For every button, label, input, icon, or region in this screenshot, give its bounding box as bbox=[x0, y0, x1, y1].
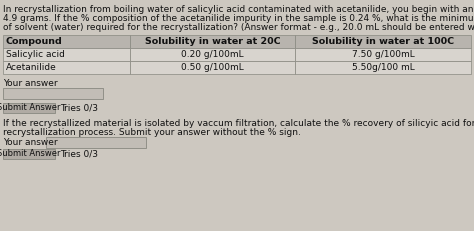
Bar bbox=[3, 88, 103, 99]
Text: Salicylic acid: Salicylic acid bbox=[6, 50, 65, 59]
Bar bbox=[3, 103, 55, 113]
Bar bbox=[295, 61, 471, 74]
Text: 0.50 g/100mL: 0.50 g/100mL bbox=[181, 63, 244, 72]
Text: Tries 0/3: Tries 0/3 bbox=[60, 149, 98, 158]
Text: 4.9 grams. If the % composition of the acetanilide impurity in the sample is 0.2: 4.9 grams. If the % composition of the a… bbox=[3, 14, 474, 23]
Bar bbox=[3, 35, 130, 48]
Text: 5.50g/100 mL: 5.50g/100 mL bbox=[352, 63, 414, 72]
Text: Compound: Compound bbox=[6, 37, 63, 46]
Text: of solvent (water) required for the recrystallization? (Answer format - e.g., 20: of solvent (water) required for the recr… bbox=[3, 23, 474, 32]
Text: Solubility in water at 20C: Solubility in water at 20C bbox=[145, 37, 280, 46]
Bar bbox=[130, 35, 295, 48]
Bar bbox=[295, 35, 471, 48]
Bar bbox=[3, 149, 55, 159]
Text: Your answer: Your answer bbox=[3, 79, 58, 88]
Text: recrystallization process. Submit your answer without the % sign.: recrystallization process. Submit your a… bbox=[3, 128, 301, 137]
Bar bbox=[130, 61, 295, 74]
Text: 7.50 g/100mL: 7.50 g/100mL bbox=[352, 50, 414, 59]
Text: 0.20 g/100mL: 0.20 g/100mL bbox=[181, 50, 244, 59]
Text: Submit Answer: Submit Answer bbox=[0, 149, 61, 158]
Bar bbox=[46, 137, 146, 148]
Text: Acetanilide: Acetanilide bbox=[6, 63, 57, 72]
Text: Tries 0/3: Tries 0/3 bbox=[60, 103, 98, 112]
Bar bbox=[3, 61, 130, 74]
Text: If the recrystallized material is isolated by vaccum filtration, calculate the %: If the recrystallized material is isolat… bbox=[3, 119, 474, 128]
Text: Your answer: Your answer bbox=[3, 138, 58, 147]
Bar bbox=[130, 48, 295, 61]
Text: In recrystallization from boiling water of salicylic acid contaminated with acet: In recrystallization from boiling water … bbox=[3, 5, 474, 14]
Bar bbox=[295, 48, 471, 61]
Text: Solubility in water at 100C: Solubility in water at 100C bbox=[312, 37, 454, 46]
Text: Submit Answer: Submit Answer bbox=[0, 103, 61, 112]
Bar bbox=[3, 48, 130, 61]
